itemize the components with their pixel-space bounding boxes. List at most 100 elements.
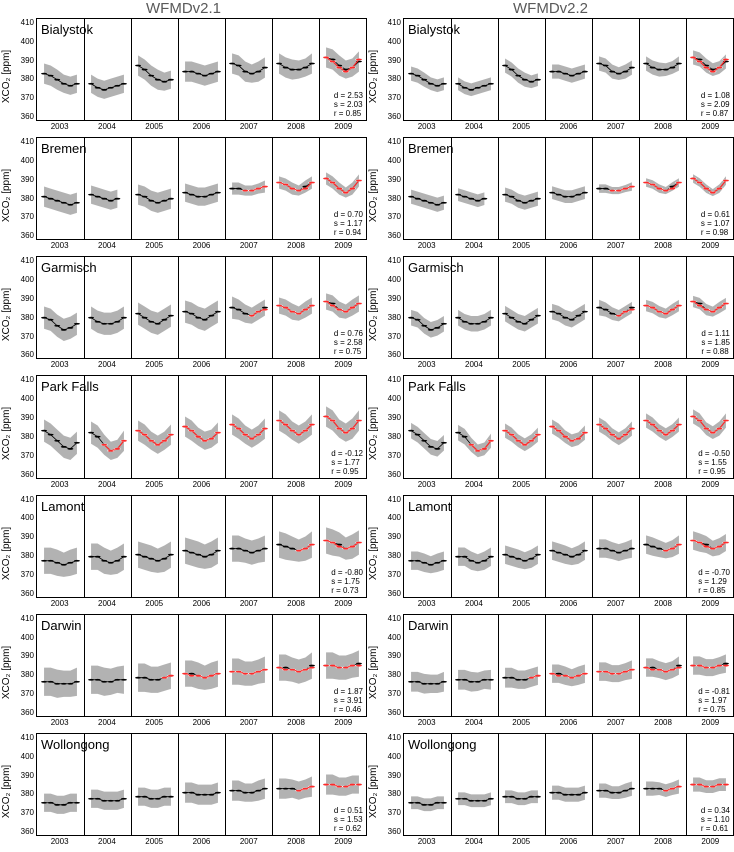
xtick-label: 2005: [131, 598, 178, 612]
xtick-label: 2008: [272, 240, 319, 254]
plot-area: Darwind = -0.81s = 1.97r = 0.75: [403, 614, 734, 717]
xtick-label: 2008: [272, 479, 319, 493]
xtick-label: 2007: [592, 598, 639, 612]
xtick-label: 2006: [545, 121, 592, 135]
panel-bremen-v1: XCO₂ [ppm]410400390380370360Bremend = 0.…: [0, 137, 367, 254]
ylabel: XCO₂ [ppm]: [0, 733, 14, 850]
xtick-label: 2005: [498, 836, 545, 850]
plot-area: Bremen d = 0.61s = 1.07r = 0.98: [403, 137, 734, 240]
yticks: 410400390380370360: [381, 495, 403, 598]
xtick-label: 2008: [639, 598, 686, 612]
xtick-label: 2007: [225, 121, 272, 135]
xtick-label: 2007: [225, 359, 272, 373]
panel-bialystok-v1: XCO₂ [ppm]410400390380370360Bialystokd =…: [0, 18, 367, 135]
xaxis: 2003200420052006200720082009: [403, 359, 734, 373]
xtick-label: 2008: [639, 479, 686, 493]
data-svg: [37, 615, 366, 716]
site-label: Wollongong: [41, 737, 109, 752]
xtick-label: 2009: [687, 121, 734, 135]
xtick-label: 2004: [450, 717, 497, 731]
plot-area: Bialystok d = 1.08s = 2.09r = 0.87: [403, 18, 734, 121]
stats-box: d = -0.80s = 1.75r = 0.73: [331, 568, 363, 595]
ylabel: XCO₂ [ppm]: [0, 256, 14, 373]
xtick-label: 2008: [639, 836, 686, 850]
xaxis: 2003200420052006200720082009: [403, 836, 734, 850]
xtick-label: 2007: [225, 836, 272, 850]
xtick-label: 2005: [131, 479, 178, 493]
site-label: Bialystok: [408, 22, 460, 37]
ylabel: XCO₂ [ppm]: [367, 495, 381, 612]
yticks: 410400390380370360: [381, 18, 403, 121]
xaxis: 2003200420052006200720082009: [36, 598, 367, 612]
yticks: 410400390380370360: [14, 18, 36, 121]
xtick-label: 2008: [272, 121, 319, 135]
yticks: 410400390380370360: [14, 614, 36, 717]
xtick-label: 2009: [687, 479, 734, 493]
stats-box: d = 1.08s = 2.09r = 0.87: [701, 91, 730, 118]
xtick-label: 2009: [320, 836, 367, 850]
xtick-label: 2007: [592, 836, 639, 850]
plot-area: Park Fallsd = -0.50s = 1.55r = 0.95: [403, 375, 734, 478]
site-label: Park Falls: [408, 379, 466, 394]
data-svg: [37, 496, 366, 597]
xtick-label: 2009: [320, 479, 367, 493]
xtick-label: 2005: [498, 240, 545, 254]
xtick-label: 2003: [36, 359, 83, 373]
stats-box: d = 0.76s = 2.58r = 0.75: [334, 329, 363, 356]
xtick-label: 2003: [403, 836, 450, 850]
site-label: Lamont: [41, 499, 84, 514]
ylabel: XCO₂ [ppm]: [367, 256, 381, 373]
xtick-label: 2005: [131, 717, 178, 731]
xtick-label: 2009: [320, 359, 367, 373]
yticks: 410400390380370360: [381, 375, 403, 478]
xtick-label: 2006: [178, 479, 225, 493]
figure-grid: WFMDv2.1 XCO₂ [ppm]410400390380370360Bia…: [0, 0, 734, 852]
plot-area: Park Fallsd = -0.12s = 1.77r = 0.95: [36, 375, 367, 478]
xtick-label: 2008: [272, 836, 319, 850]
xtick-label: 2004: [83, 359, 130, 373]
stats-box: d = 0.61s = 1.07r = 0.98: [701, 210, 730, 237]
xtick-label: 2006: [178, 717, 225, 731]
xtick-label: 2005: [498, 121, 545, 135]
panels-v2: XCO₂ [ppm]410400390380370360Bialystokd =…: [367, 18, 734, 852]
stats-box: d = 0.70s = 1.17r = 0.94: [334, 210, 363, 237]
xaxis: 2003200420052006200720082009: [36, 121, 367, 135]
stats-box: d = 0.51s = 1.53r = 0.62: [334, 806, 363, 833]
site-label: Wollongong: [408, 737, 476, 752]
panel-lamont-v1: XCO₂ [ppm]410400390380370360Lamontd = -0…: [0, 495, 367, 612]
site-label: Darwin: [408, 618, 448, 633]
panel-park-falls-v2: XCO₂ [ppm]410400390380370360Park Fallsd …: [367, 375, 734, 492]
xaxis: 2003200420052006200720082009: [36, 359, 367, 373]
ylabel: XCO₂ [ppm]: [367, 733, 381, 850]
plot-area: Bremend = 0.70s = 1.17r = 0.94: [36, 137, 367, 240]
plot-area: Darwind = 1.87s = 3.91r = 0.46: [36, 614, 367, 717]
panel-lamont-v2: XCO₂ [ppm]410400390380370360Lamontd = -0…: [367, 495, 734, 612]
xtick-label: 2003: [36, 240, 83, 254]
xtick-label: 2006: [178, 359, 225, 373]
plot-area: Wollongongd = 0.34s = 1.10r = 0.61: [403, 733, 734, 836]
site-label: Bremen: [408, 141, 454, 156]
xaxis: 2003200420052006200720082009: [36, 717, 367, 731]
xtick-label: 2004: [450, 121, 497, 135]
site-label: Bialystok: [41, 22, 93, 37]
xtick-label: 2007: [592, 717, 639, 731]
panel-bremen-v2: XCO₂ [ppm]410400390380370360Bremend = 0.…: [367, 137, 734, 254]
plot-area: Lamont d = -0.80s = 1.75r = 0.73: [36, 495, 367, 598]
xtick-label: 2004: [83, 717, 130, 731]
xtick-label: 2004: [83, 240, 130, 254]
plot-area: Wollongong d = 0.51s = 1.53r = 0.62: [36, 733, 367, 836]
xtick-label: 2005: [498, 717, 545, 731]
xtick-label: 2009: [687, 598, 734, 612]
xtick-label: 2004: [450, 359, 497, 373]
xtick-label: 2005: [498, 479, 545, 493]
xtick-label: 2005: [131, 836, 178, 850]
xtick-label: 2003: [403, 717, 450, 731]
xtick-label: 2006: [545, 598, 592, 612]
xtick-label: 2008: [272, 717, 319, 731]
yticks: 410400390380370360: [14, 375, 36, 478]
xtick-label: 2003: [36, 479, 83, 493]
xtick-label: 2007: [225, 717, 272, 731]
xaxis: 2003200420052006200720082009: [36, 240, 367, 254]
xaxis: 2003200420052006200720082009: [403, 240, 734, 254]
panel-bialystok-v2: XCO₂ [ppm]410400390380370360Bialystokd =…: [367, 18, 734, 135]
